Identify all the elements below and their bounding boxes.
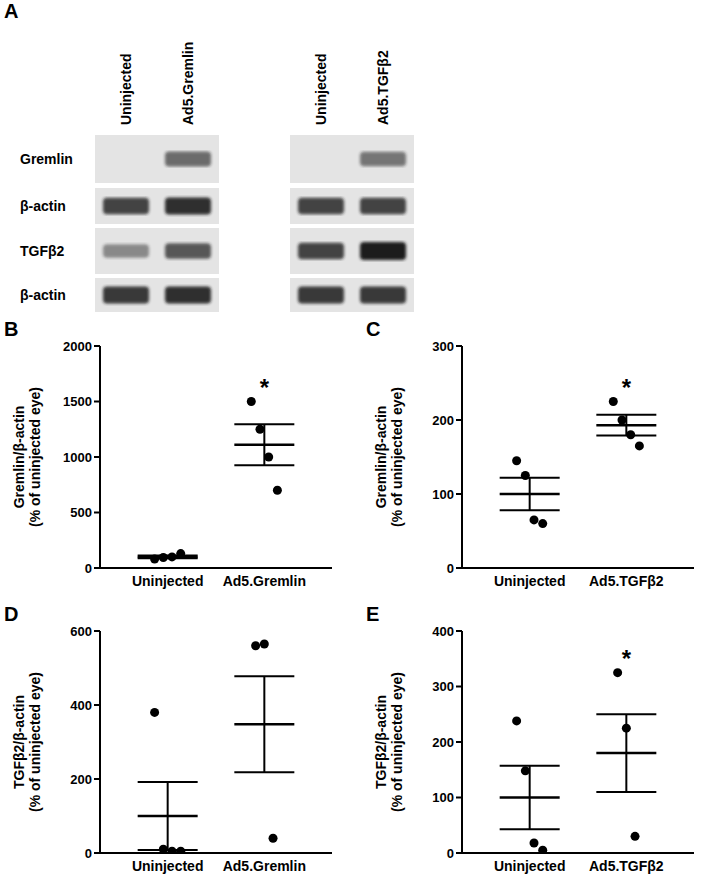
- svg-text:Ad5.TGFβ2: Ad5.TGFβ2: [589, 858, 664, 874]
- svg-text:300: 300: [432, 679, 454, 694]
- svg-text:Uninjected: Uninjected: [494, 573, 566, 589]
- svg-text:Ad5.TGFβ2: Ad5.TGFβ2: [375, 50, 391, 125]
- html-text:B: B: [4, 318, 19, 340]
- svg-text:2000: 2000: [63, 339, 92, 354]
- svg-text:TGFβ2/β-actin(% of uninjected: TGFβ2/β-actin(% of uninjected eye): [373, 672, 405, 812]
- svg-text:1500: 1500: [63, 394, 92, 409]
- svg-text:0: 0: [85, 561, 92, 576]
- svg-text:600: 600: [70, 624, 92, 639]
- svg-text:β-actin: β-actin: [20, 198, 66, 214]
- svg-text:500: 500: [70, 505, 92, 520]
- svg-text:*: *: [622, 374, 632, 401]
- svg-text:Uninjected: Uninjected: [313, 53, 329, 125]
- svg-text:Uninjected: Uninjected: [494, 858, 566, 874]
- svg-text:Ad5.TGFβ2: Ad5.TGFβ2: [589, 573, 664, 589]
- svg-text:100: 100: [432, 487, 454, 502]
- svg-text:TGFβ2: TGFβ2: [20, 243, 65, 259]
- svg-text:400: 400: [432, 624, 454, 639]
- svg-text:0: 0: [85, 846, 92, 861]
- svg-text:0: 0: [447, 561, 454, 576]
- svg-text:Ad5.Gremlin: Ad5.Gremlin: [223, 573, 306, 589]
- svg-text:β-actin: β-actin: [20, 287, 66, 303]
- svg-text:400: 400: [70, 698, 92, 713]
- svg-text:Uninjected: Uninjected: [132, 573, 204, 589]
- svg-text:300: 300: [432, 339, 454, 354]
- svg-text:100: 100: [432, 790, 454, 805]
- svg-text:*: *: [622, 645, 632, 672]
- svg-text:Gremlin/β-actin(% of uninjecte: Gremlin/β-actin(% of uninjected eye): [11, 387, 43, 527]
- svg-text:200: 200: [432, 413, 454, 428]
- svg-text:TGFβ2/β-actin(% of uninjected: TGFβ2/β-actin(% of uninjected eye): [11, 672, 43, 812]
- html-text:D: D: [4, 603, 19, 625]
- svg-text:200: 200: [70, 772, 92, 787]
- svg-text:Gremlin/β-actin(% of uninjecte: Gremlin/β-actin(% of uninjected eye): [373, 387, 405, 527]
- svg-text:200: 200: [432, 735, 454, 750]
- svg-text:Uninjected: Uninjected: [132, 858, 204, 874]
- html-text:E: E: [366, 603, 380, 625]
- svg-text:Ad5.Gremlin: Ad5.Gremlin: [223, 858, 306, 874]
- svg-text:Gremlin: Gremlin: [20, 151, 73, 167]
- svg-text:Ad5.Gremlin: Ad5.Gremlin: [180, 42, 196, 125]
- html-text:A: A: [4, 0, 19, 22]
- svg-text:*: *: [260, 374, 270, 401]
- svg-text:0: 0: [447, 846, 454, 861]
- svg-text:1000: 1000: [63, 450, 92, 465]
- svg-text:Uninjected: Uninjected: [118, 53, 134, 125]
- html-text:C: C: [366, 318, 381, 340]
